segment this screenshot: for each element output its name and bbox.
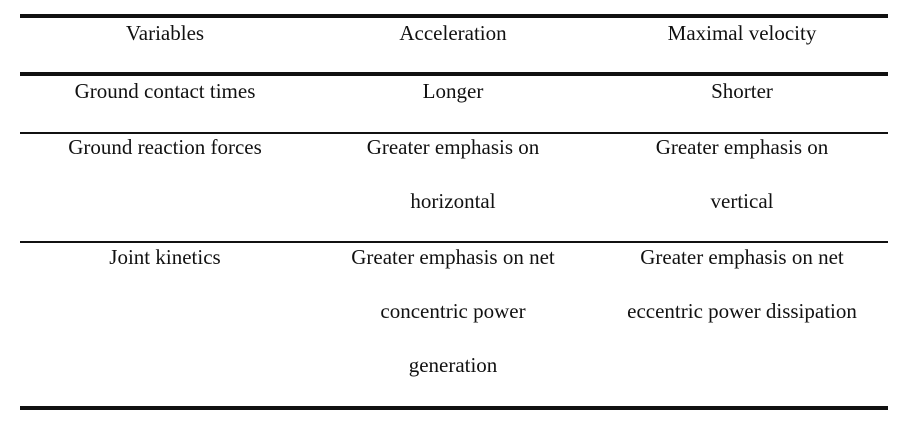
table-top-rule — [20, 14, 888, 18]
cell-line: Greater emphasis on — [366, 135, 540, 159]
cell-max-velocity: Greater emphasis on vertical — [596, 120, 888, 228]
header-acceleration: Acceleration — [399, 21, 507, 45]
table-bottom-rule — [20, 406, 888, 410]
cell-line: Greater emphasis on net — [351, 245, 555, 269]
cell-line: Greater emphasis on net — [640, 245, 844, 269]
header-maximal-velocity: Maximal velocity — [667, 21, 817, 45]
cell-line: Joint kinetics — [109, 245, 221, 269]
cell-line: concentric power — [380, 299, 526, 323]
cell-acceleration: Greater emphasis on horizontal — [310, 120, 596, 228]
cell-variable: Ground contact times — [20, 64, 310, 118]
row-divider — [20, 132, 888, 134]
cell-line: vertical — [710, 189, 774, 213]
cell-acceleration: Greater emphasis on net concentric power… — [310, 230, 596, 392]
cell-acceleration: Longer — [310, 64, 596, 118]
cell-variable: Ground reaction forces — [20, 120, 310, 174]
cell-variable: Joint kinetics — [20, 230, 310, 284]
cell-line: Longer — [422, 79, 484, 103]
row-divider — [20, 241, 888, 243]
cell-line: Ground reaction forces — [68, 135, 262, 159]
cell-line: horizontal — [410, 189, 496, 213]
cell-line: Ground contact times — [74, 79, 256, 103]
cell-max-velocity: Greater emphasis on net eccentric power … — [596, 230, 888, 338]
cell-line: Shorter — [711, 79, 773, 103]
cell-max-velocity: Shorter — [596, 64, 888, 118]
header-variables: Variables — [125, 21, 205, 45]
cell-line: generation — [408, 353, 498, 377]
header-bottom-rule — [20, 72, 888, 76]
cell-line: eccentric power dissipation — [627, 299, 857, 323]
cell-line: Greater emphasis on — [655, 135, 829, 159]
